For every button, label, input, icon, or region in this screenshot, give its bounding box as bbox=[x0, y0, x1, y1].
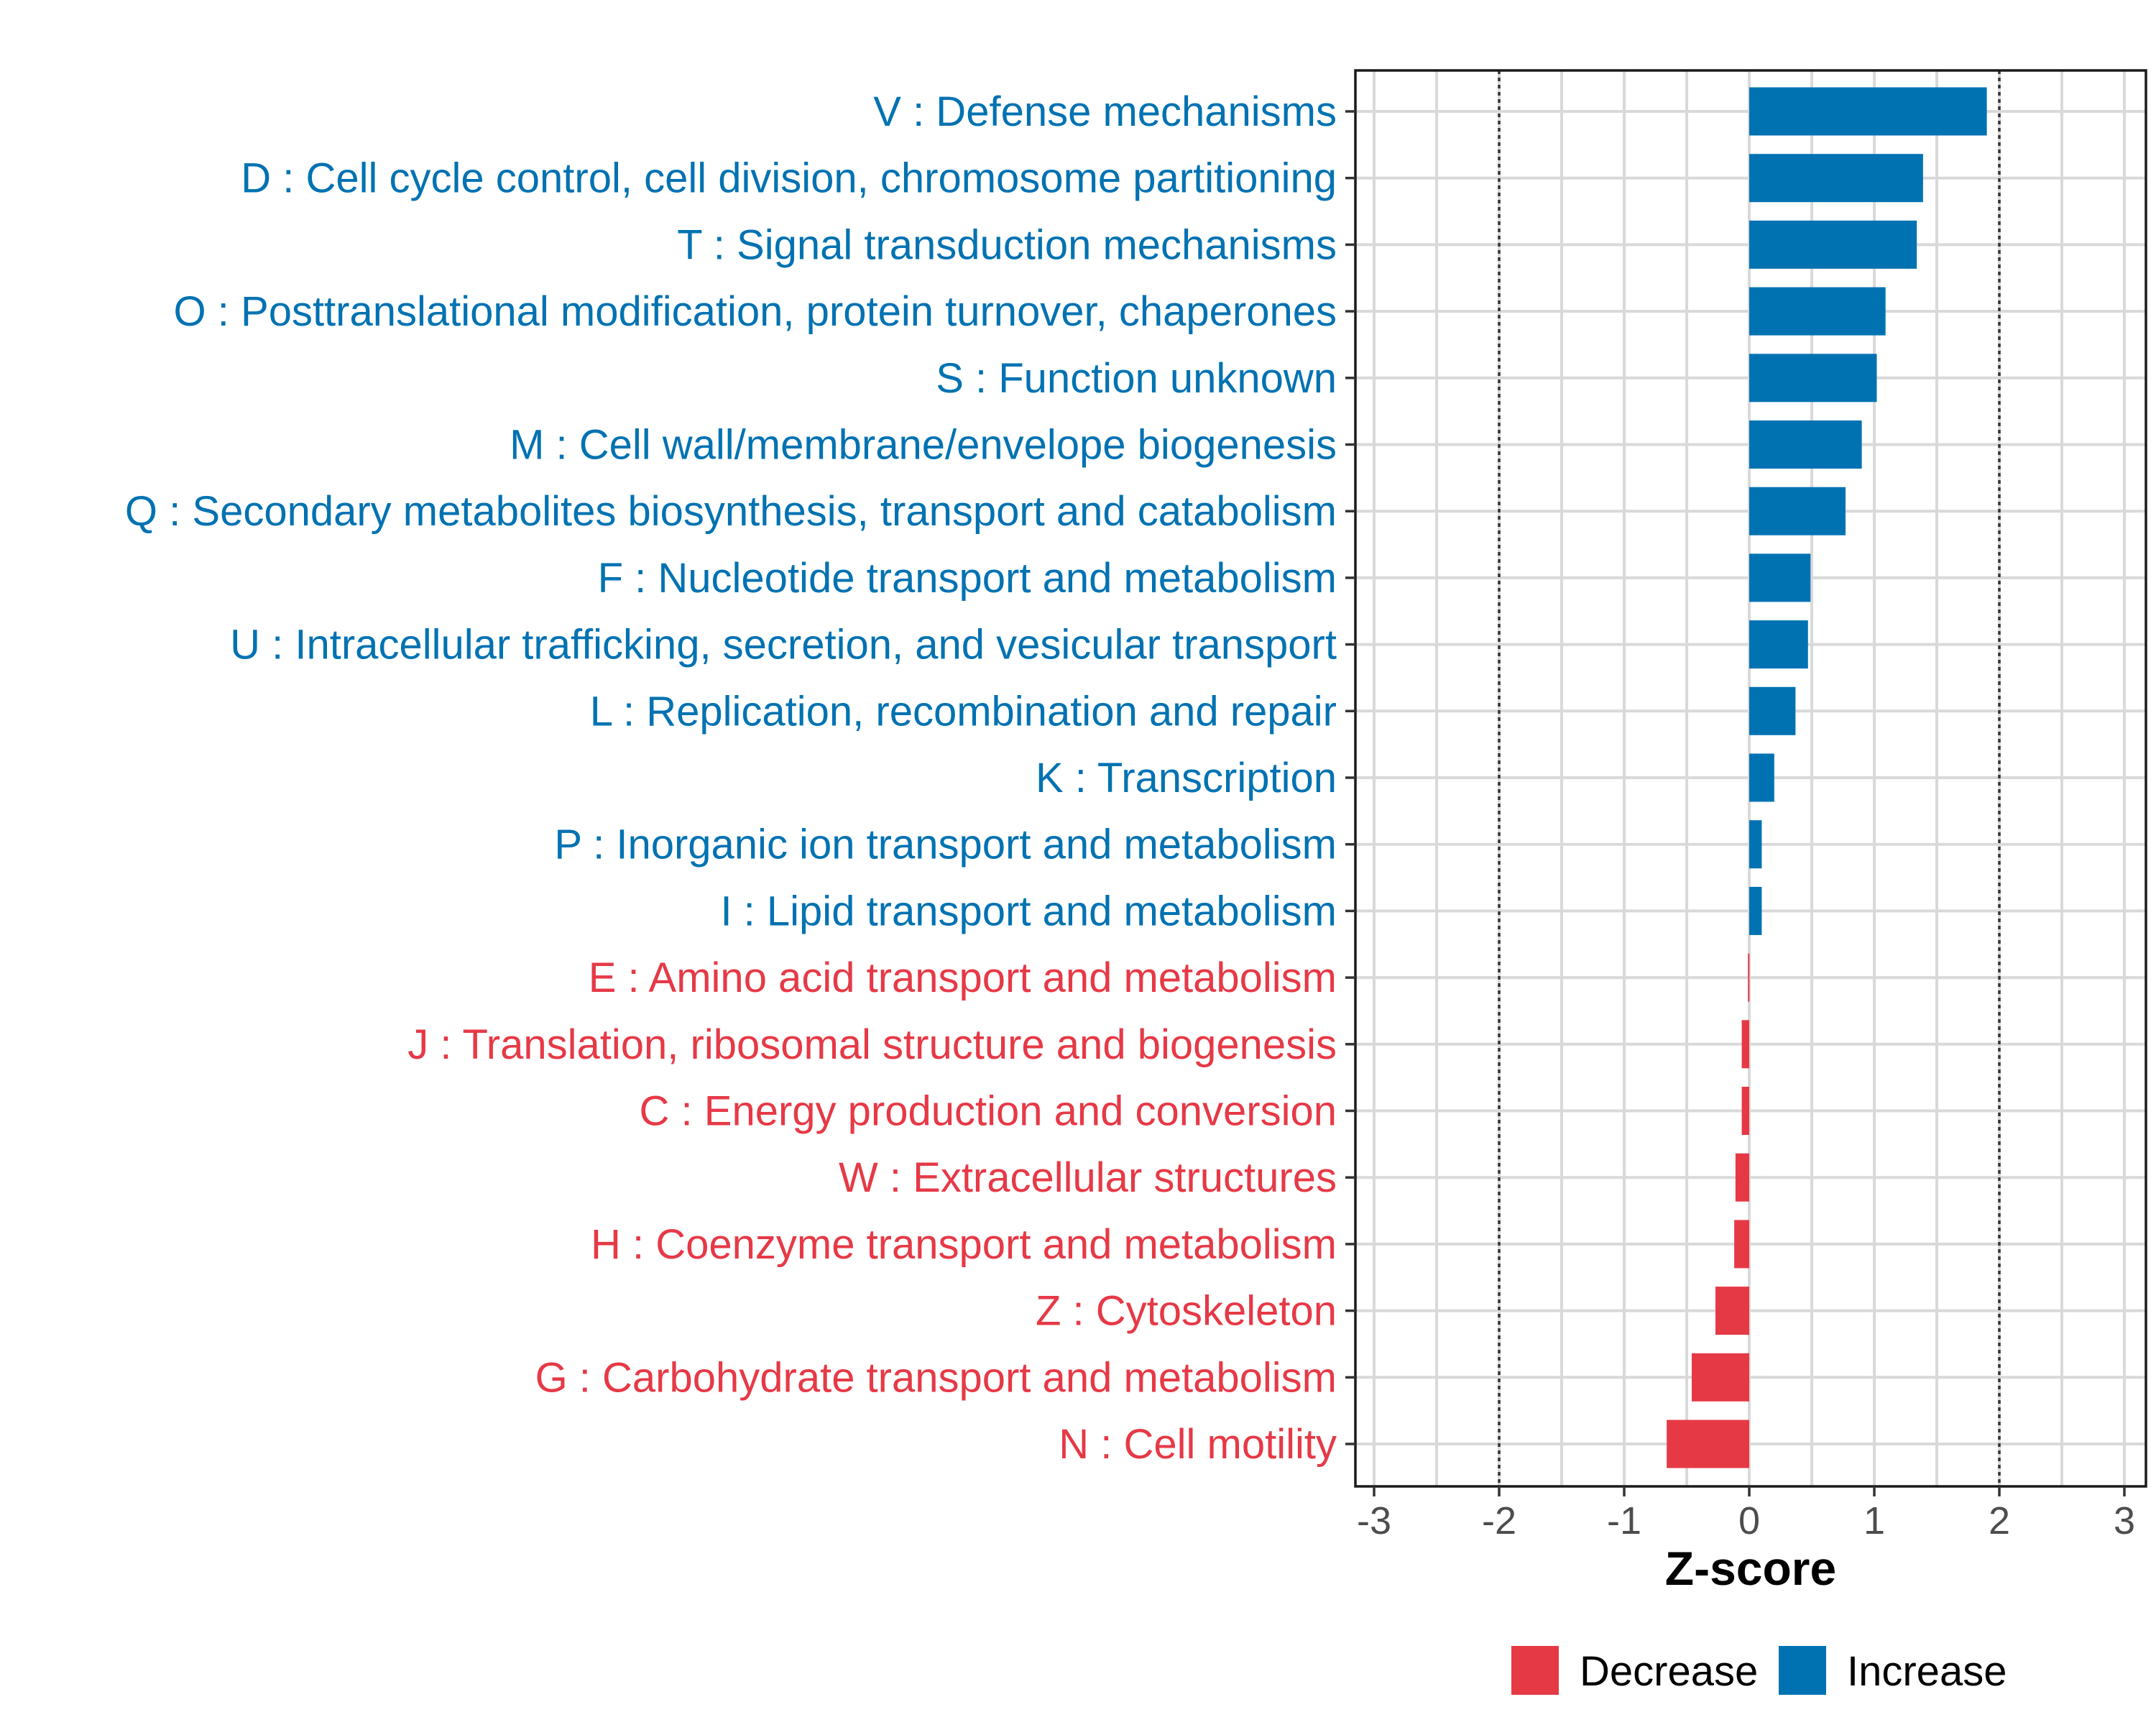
bar bbox=[1749, 820, 1762, 869]
bar bbox=[1749, 620, 1808, 669]
bar bbox=[1749, 553, 1811, 602]
bar bbox=[1749, 753, 1774, 802]
bar bbox=[1667, 1420, 1749, 1468]
bars bbox=[1667, 87, 1987, 1468]
y-tick-label: L : Replication, recombination and repai… bbox=[590, 688, 1337, 735]
x-tick-label: 2 bbox=[1989, 1499, 2010, 1542]
bar bbox=[1748, 953, 1750, 1002]
bar bbox=[1749, 886, 1762, 935]
bar bbox=[1749, 487, 1846, 535]
bar bbox=[1749, 686, 1796, 735]
y-tick-label: D : Cell cycle control, cell division, c… bbox=[241, 155, 1337, 202]
bar bbox=[1749, 154, 1923, 203]
y-tick-label: O : Posttranslational modification, prot… bbox=[174, 288, 1337, 335]
y-tick-label: I : Lipid transport and metabolism bbox=[720, 888, 1337, 934]
legend-label: Decrease bbox=[1580, 1648, 1758, 1695]
y-tick-label: Q : Secondary metabolites biosynthesis, … bbox=[125, 488, 1337, 535]
y-tick-label: M : Cell wall/membrane/envelope biogenes… bbox=[510, 422, 1337, 469]
x-tick-label: -3 bbox=[1357, 1499, 1391, 1542]
x-axis-title: Z-score bbox=[1665, 1542, 1836, 1595]
legend-swatch bbox=[1511, 1646, 1559, 1695]
bar bbox=[1734, 1220, 1749, 1269]
bar bbox=[1749, 287, 1886, 336]
x-tick-label: 1 bbox=[1864, 1499, 1885, 1542]
y-tick-label: J : Translation, ribosomal structure and… bbox=[407, 1021, 1337, 1068]
y-tick-label: T : Signal transduction mechanisms bbox=[677, 221, 1337, 268]
x-tick-label: 3 bbox=[2114, 1499, 2135, 1542]
y-tick-label: P : Inorganic ion transport and metaboli… bbox=[554, 822, 1337, 868]
bar bbox=[1691, 1353, 1749, 1402]
y-axis: V : Defense mechanisms D : Cell cycle con… bbox=[125, 88, 1355, 1468]
legend-label: Increase bbox=[1847, 1648, 2007, 1695]
bar bbox=[1749, 354, 1877, 402]
bar bbox=[1741, 1087, 1749, 1135]
x-tick-label: -1 bbox=[1607, 1499, 1641, 1542]
x-axis: -3 -2 -1 0 1 2 3 bbox=[1357, 1486, 2135, 1542]
y-tick-label: U : Intracellular trafficking, secretion… bbox=[230, 622, 1337, 668]
y-tick-label: H : Coenzyme transport and metabolism bbox=[591, 1221, 1337, 1268]
y-tick-label: N : Cell motility bbox=[1059, 1421, 1337, 1468]
y-tick-label: W : Extracellular structures bbox=[839, 1154, 1337, 1201]
x-tick-label: 0 bbox=[1738, 1499, 1760, 1542]
y-tick-label: Z : Cytoskeleton bbox=[1036, 1288, 1337, 1335]
y-tick-label: E : Amino acid transport and metabolism bbox=[589, 954, 1337, 1001]
legend: Decrease Increase bbox=[1511, 1646, 2007, 1695]
bar bbox=[1749, 87, 1987, 136]
y-tick-label: C : Energy production and conversion bbox=[640, 1088, 1337, 1135]
legend-swatch bbox=[1779, 1646, 1826, 1695]
bar bbox=[1749, 220, 1917, 269]
bar bbox=[1715, 1287, 1749, 1335]
y-tick-label: F : Nucleotide transport and metabolism bbox=[598, 555, 1337, 602]
y-tick-label: G : Carbohydrate transport and metabolis… bbox=[535, 1354, 1337, 1401]
y-tick-label: S : Function unknown bbox=[936, 355, 1337, 402]
bar bbox=[1735, 1153, 1749, 1202]
bar bbox=[1741, 1020, 1749, 1069]
bar bbox=[1749, 420, 1862, 469]
x-tick-label: -2 bbox=[1482, 1499, 1516, 1542]
y-tick-label: V : Defense mechanisms bbox=[873, 88, 1337, 135]
y-tick-label: K : Transcription bbox=[1036, 755, 1337, 801]
